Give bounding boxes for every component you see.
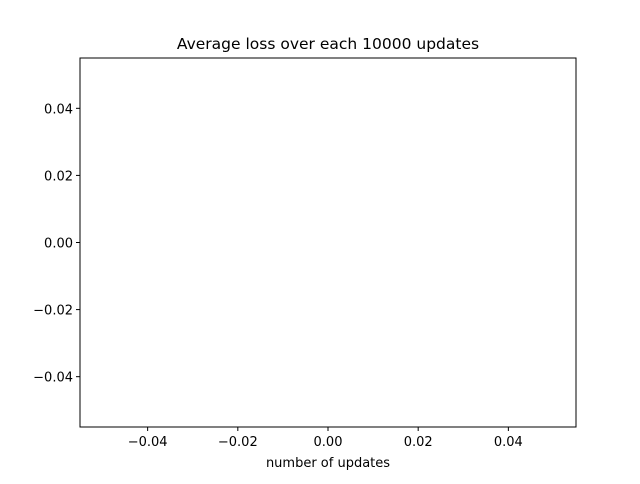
x-tick-label: 0.00: [314, 435, 343, 450]
y-tick-label: −0.04: [33, 371, 73, 386]
x-tick-label: −0.02: [218, 435, 258, 450]
x-tick-label: 0.04: [494, 435, 523, 450]
chart-title: Average loss over each 10000 updates: [177, 35, 479, 53]
y-tick-label: 0.00: [44, 237, 73, 252]
x-tick-label: −0.04: [128, 435, 168, 450]
plot-area-frame: [79, 57, 577, 428]
x-axis-ticks: −0.04 −0.02 0.00 0.02 0.04: [128, 427, 523, 450]
y-tick-label: −0.02: [33, 304, 73, 319]
x-axis-label: number of updates: [266, 456, 390, 471]
x-tick-label: 0.02: [404, 435, 433, 450]
y-tick-label: 0.02: [44, 169, 73, 184]
y-axis-ticks: −0.04 −0.02 0.00 0.02 0.04: [33, 102, 80, 386]
y-tick-label: 0.04: [44, 102, 73, 117]
